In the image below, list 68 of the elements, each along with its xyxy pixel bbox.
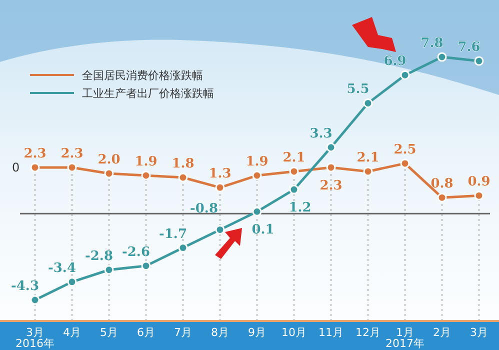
data-label: -4.3 <box>10 279 40 294</box>
point <box>474 56 484 66</box>
data-label: 5.5 <box>346 82 370 98</box>
point <box>400 158 410 168</box>
text: 0 <box>12 160 20 174</box>
x-tick-label: 8月 <box>211 326 229 339</box>
point <box>141 261 151 271</box>
data-label: 2.5 <box>394 142 416 158</box>
data-label: 7.8 <box>420 36 444 51</box>
point <box>289 184 299 194</box>
x-tick-label: 6月 <box>137 326 155 339</box>
point <box>437 52 447 62</box>
point <box>437 192 447 202</box>
data-label: 1.9 <box>246 154 268 170</box>
data-label: 1.9 <box>134 154 158 170</box>
data-label: 6.9 <box>384 54 406 70</box>
data-label: 2.3 <box>60 146 84 162</box>
x-tick-label: 12月 <box>356 326 380 339</box>
point <box>400 70 410 80</box>
point <box>67 277 77 287</box>
x-tick-label: 9月 <box>248 326 266 339</box>
x-tick-label: 1月 2017年 <box>386 326 424 350</box>
point <box>215 224 225 234</box>
point <box>252 206 262 216</box>
point <box>289 166 299 176</box>
data-label: -2.6 <box>122 244 150 260</box>
data-label: 0.9 <box>468 174 490 190</box>
data-label: 1.2 <box>288 200 312 216</box>
data-label: -0.8 <box>190 202 218 217</box>
point <box>326 142 336 152</box>
point <box>474 190 484 200</box>
point <box>104 168 114 178</box>
data-label: 1.8 <box>172 156 194 172</box>
point <box>104 265 114 275</box>
data-label: -2.8 <box>84 248 114 264</box>
point <box>252 170 262 180</box>
data-label: 2.3 <box>320 178 342 194</box>
point <box>215 182 225 192</box>
x-tick-label: 2月 <box>433 326 451 339</box>
point <box>363 166 373 176</box>
point <box>30 295 40 305</box>
data-label: 7.6 <box>458 40 480 56</box>
point <box>363 98 373 108</box>
legend-label: 工业生产者出厂价格涨跌幅 <box>82 87 214 100</box>
x-tick-label: 7月 <box>174 326 192 339</box>
point <box>67 162 77 172</box>
data-label: 1.3 <box>208 166 232 182</box>
data-label: 0.1 <box>252 222 274 238</box>
x-tick-label: 3月 <box>470 326 488 339</box>
point <box>141 170 151 180</box>
x-tick-label: 5月 <box>100 326 118 339</box>
point <box>326 162 336 172</box>
x-tick-label: 4月 <box>63 326 81 339</box>
point <box>178 172 188 182</box>
data-label: 0.8 <box>430 176 454 192</box>
data-label: 2.3 <box>24 146 46 162</box>
x-tick-label: 10月 <box>282 326 306 339</box>
point <box>30 162 40 172</box>
legend-label: 全国居民消费价格涨跌幅 <box>82 69 203 82</box>
x-tick-label: 3月 2016年 <box>16 326 54 350</box>
data-label: -3.4 <box>48 260 76 276</box>
data-label: -1.7 <box>158 226 188 242</box>
data-label: 2.0 <box>98 152 120 168</box>
data-label: 3.3 <box>310 126 332 142</box>
data-label: 2.1 <box>356 150 380 166</box>
point <box>178 243 188 253</box>
data-label: 2.1 <box>282 150 306 166</box>
x-tick-label: 11月 <box>318 326 344 339</box>
